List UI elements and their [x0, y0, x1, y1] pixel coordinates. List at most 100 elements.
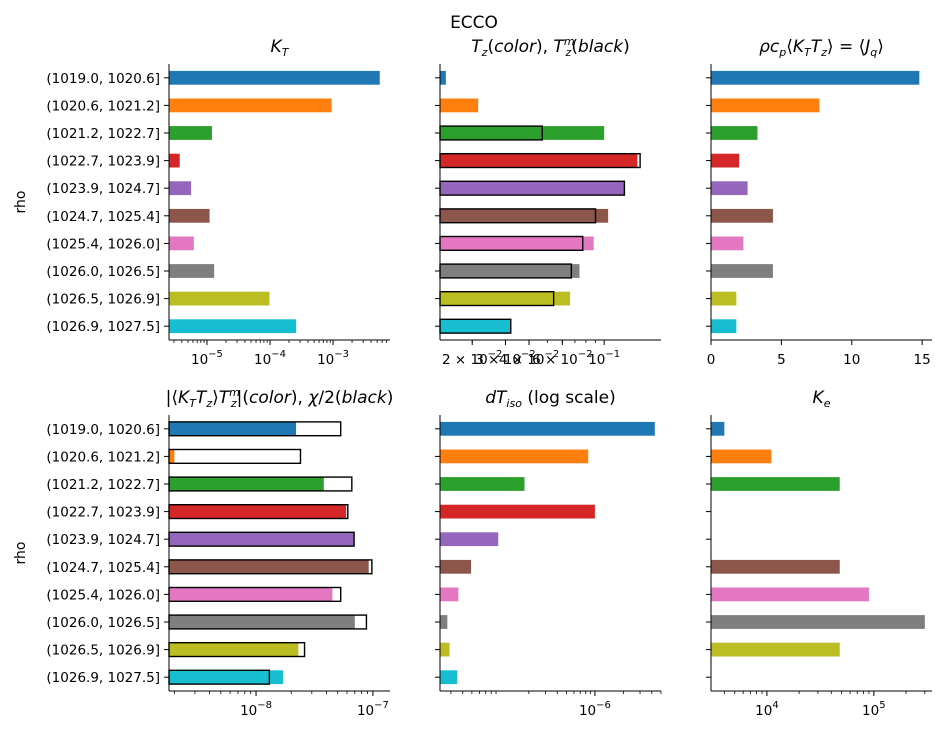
panel-4: (1019.0, 1020.6] (1020.6, 1021.2] (1021.2,… [13, 386, 393, 719]
bar [169, 153, 180, 168]
bar [169, 615, 355, 629]
y-tick-label: (1026.9, 1027.5] [46, 670, 160, 686]
x-tick-label: 0 [707, 352, 716, 368]
panel-title: |⟨KTTz⟩Tm z|(color), χ/2(black) [166, 386, 394, 410]
y-tick-label: (1026.5, 1026.9] [46, 292, 160, 308]
bar [711, 615, 925, 629]
y-tick-label: (1019.0, 1020.6] [46, 422, 160, 438]
y-tick-label: (1020.6, 1021.2] [46, 449, 160, 465]
bar [711, 291, 737, 306]
x-tick-label: 5 [777, 352, 786, 368]
bar [711, 236, 744, 251]
x-tick-label: 15 [914, 352, 931, 368]
x-tick-label: 2 × 10−2 [442, 349, 502, 368]
bar [440, 615, 448, 629]
y-tick-label: (1021.2, 1022.7] [46, 126, 160, 142]
bar [711, 449, 772, 464]
bar [169, 319, 297, 334]
bar [169, 208, 210, 223]
bar [440, 421, 655, 436]
bar-outline [168, 448, 302, 465]
figure-suptitle: ECCO [450, 13, 498, 33]
panel-3: 0 5 10 15 ρcp⟨KTTz⟩ = ⟨Jq⟩ [706, 37, 932, 368]
bar [169, 126, 212, 140]
x-tick-label: 10−6 [579, 700, 611, 719]
y-tick-label: (1022.7, 1023.9] [46, 505, 160, 521]
bar [440, 587, 459, 602]
bar [169, 181, 192, 196]
bar [711, 421, 725, 436]
x-tick-label: 10−5 [191, 349, 223, 368]
y-tick-label: (1024.7, 1025.4] [46, 209, 160, 225]
bar [169, 477, 324, 491]
x-tick-label: 3 × 10−2 [475, 349, 535, 368]
panel-5: 10−6 dTiso (log scale) [435, 388, 662, 719]
bar [440, 291, 571, 306]
panel-1: (1019.0, 1020.6] (1020.6, 1021.2] (1021.2,… [13, 37, 390, 368]
x-tick-label: 10−4 [254, 349, 286, 368]
y-tick-label: (1020.6, 1021.2] [46, 98, 160, 114]
bar [440, 559, 472, 574]
y-tick-label: (1026.0, 1026.5] [46, 615, 160, 631]
x-tick-label: 10−1 [588, 349, 620, 368]
y-tick-label: (1022.7, 1023.9] [46, 154, 160, 170]
bar [169, 670, 283, 685]
bar [440, 236, 594, 251]
bar [711, 208, 773, 223]
bar [169, 559, 369, 574]
bar [440, 642, 450, 657]
bar [169, 587, 333, 602]
bar [440, 477, 525, 491]
panel-title: Tz(color), Tm z(black) [471, 35, 629, 59]
bar [169, 449, 175, 464]
bar [440, 504, 595, 519]
bar [169, 98, 332, 113]
y-tick-label: (1023.9, 1024.7] [46, 181, 160, 197]
y-tick-label: (1026.0, 1026.5] [46, 264, 160, 280]
bar [440, 449, 589, 464]
y-tick-label: (1019.0, 1020.6] [46, 71, 160, 87]
x-tick-label: 6 × 10−2 [532, 349, 592, 368]
x-tick-label: 10−7 [357, 700, 389, 719]
bar [711, 98, 820, 113]
panel-title: dTiso (log scale) [485, 388, 616, 410]
y-tick-label: (1025.4, 1026.0] [46, 587, 160, 603]
bar [440, 181, 625, 196]
panel-title: Ke [813, 388, 831, 410]
y-tick-label: (1026.5, 1026.9] [46, 643, 160, 659]
y-tick-label: (1024.7, 1025.4] [46, 560, 160, 576]
bar [711, 587, 869, 602]
bar [711, 559, 840, 574]
bar [711, 642, 840, 657]
y-axis-label: rho [13, 542, 29, 565]
y-tick-label: (1025.4, 1026.0] [46, 236, 160, 252]
bar [169, 70, 380, 85]
bar [169, 421, 297, 436]
bar [711, 70, 920, 85]
bar [711, 153, 740, 168]
x-tick-label: 10−3 [317, 349, 349, 368]
bar [169, 642, 299, 657]
bar [440, 670, 458, 685]
bar [440, 319, 511, 334]
bar [169, 532, 355, 547]
bar [440, 153, 638, 168]
bar [440, 98, 479, 113]
x-tick-label: 10−8 [240, 700, 272, 719]
x-tick-label: 104 [755, 700, 779, 719]
bar [711, 126, 758, 140]
panel-title: KT [271, 37, 290, 59]
bar [169, 236, 194, 251]
bar [711, 181, 748, 196]
panel-title: ρcp⟨KTTz⟩ = ⟨Jq⟩ [759, 37, 884, 59]
panel-2: 2 × 10−23 × 10−24 × 10−26 × 10−210−1 Tz(c… [435, 35, 661, 368]
bar [169, 264, 215, 278]
bar [440, 70, 446, 85]
panel-6: 104 105 Ke [706, 388, 932, 719]
y-tick-label: (1023.9, 1024.7] [46, 532, 160, 548]
y-axis-label: rho [13, 191, 29, 214]
x-tick-label: 4 × 10−2 [499, 349, 559, 368]
x-tick-label: 105 [862, 700, 886, 719]
bar [711, 264, 773, 278]
